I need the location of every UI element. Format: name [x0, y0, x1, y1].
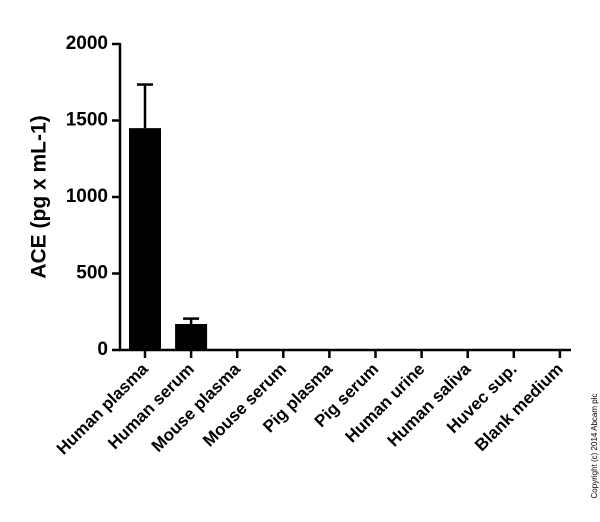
bar	[129, 128, 161, 350]
credit: Copyright (c) 2014 Abcam plc	[590, 394, 599, 499]
bar	[175, 323, 208, 350]
y-tick-label: 2000	[66, 33, 108, 54]
y-tick-label: 0	[97, 339, 108, 360]
y-axis-label: ACE (pg x mL-1)	[28, 115, 51, 278]
y-tick-label: 1000	[66, 186, 108, 207]
y-tick-label: 1500	[66, 110, 108, 131]
y-tick-label: 500	[76, 263, 108, 284]
